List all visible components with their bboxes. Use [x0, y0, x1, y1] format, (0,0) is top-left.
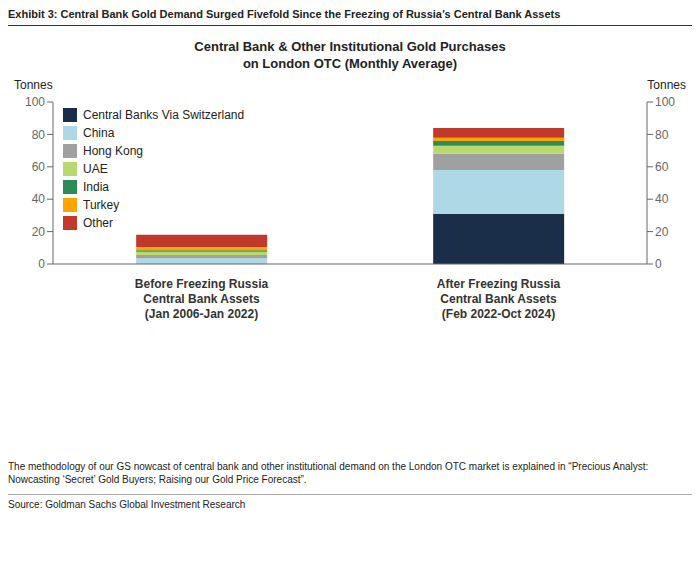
svg-text:40: 40 [32, 192, 46, 206]
html-text:Central Bank & Other Instituti: Central Bank & Other Institutional Gold … [194, 39, 506, 71]
html-text:Exhibit 3: Central Bank Gold D: Exhibit 3: Central Bank Gold Demand Surg… [8, 8, 561, 20]
svg-text:20: 20 [32, 225, 46, 239]
svg-text:100: 100 [25, 95, 45, 109]
html-text:UAE: UAE [83, 162, 108, 176]
html-text:China: China [83, 126, 115, 140]
html-text:Source: Goldman Sachs Global I: Source: Goldman Sachs Global Investment … [8, 499, 246, 510]
svg-text:40: 40 [655, 192, 669, 206]
svg-text:100: 100 [655, 95, 675, 109]
svg-text:20: 20 [655, 225, 669, 239]
html-text:Turkey: Turkey [83, 198, 120, 212]
html-text:Other: Other [83, 216, 113, 230]
html-text:Hong Kong: Hong Kong [83, 144, 143, 158]
html-text:Tonnes: Tonnes [14, 78, 53, 92]
html-text:The methodology of our GS nowc: The methodology of our GS nowcast of cen… [8, 461, 649, 485]
svg-text:80: 80 [655, 128, 669, 142]
svg-text:60: 60 [655, 160, 669, 174]
svg-text:Before Freezing RussiaCentral: Before Freezing RussiaCentral Bank Asset… [135, 277, 269, 321]
html-text:Central Banks Via Switzerland: Central Banks Via Switzerland [83, 108, 245, 122]
svg-text:80: 80 [32, 128, 46, 142]
svg-text:After Freezing RussiaCentral B: After Freezing RussiaCentral Bank Assets… [437, 277, 561, 321]
svg-text:0: 0 [38, 257, 45, 271]
html-text:India: India [83, 180, 109, 194]
svg-text:0: 0 [655, 257, 662, 271]
svg-text:60: 60 [32, 160, 46, 174]
html-text:Tonnes: Tonnes [647, 78, 686, 92]
